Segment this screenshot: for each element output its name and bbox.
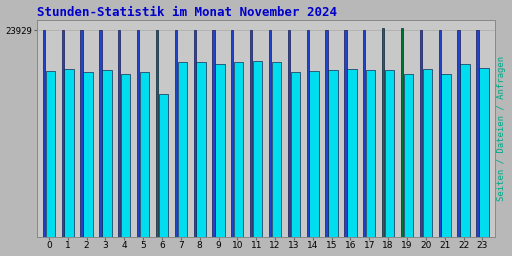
Bar: [404, 74, 413, 237]
Bar: [326, 30, 328, 237]
Bar: [345, 30, 347, 237]
Bar: [215, 64, 225, 237]
Bar: [121, 74, 131, 237]
Bar: [269, 30, 271, 237]
Bar: [42, 30, 45, 237]
Bar: [422, 69, 432, 237]
Bar: [197, 62, 206, 237]
Bar: [307, 30, 309, 237]
Bar: [401, 28, 403, 237]
Bar: [118, 30, 120, 237]
Bar: [253, 61, 262, 237]
Bar: [159, 94, 168, 237]
Bar: [137, 30, 139, 237]
Bar: [65, 69, 74, 237]
Bar: [309, 71, 319, 237]
Bar: [441, 74, 451, 237]
Bar: [140, 72, 149, 237]
Bar: [234, 62, 244, 237]
Bar: [156, 30, 158, 237]
Bar: [272, 62, 281, 237]
Bar: [479, 68, 488, 237]
Y-axis label: Seiten / Dateien / Anfragen: Seiten / Dateien / Anfragen: [498, 56, 506, 201]
Bar: [80, 30, 82, 237]
Text: Stunden-Statistik im Monat November 2024: Stunden-Statistik im Monat November 2024: [36, 6, 336, 18]
Bar: [366, 70, 375, 237]
Bar: [194, 30, 196, 237]
Bar: [460, 64, 470, 237]
Bar: [102, 70, 112, 237]
Bar: [83, 72, 93, 237]
Bar: [420, 30, 422, 237]
Bar: [99, 30, 101, 237]
Bar: [175, 30, 177, 237]
Bar: [328, 70, 338, 237]
Bar: [385, 70, 394, 237]
Bar: [347, 69, 356, 237]
Bar: [212, 30, 215, 237]
Bar: [291, 72, 300, 237]
Bar: [46, 71, 55, 237]
Bar: [250, 30, 252, 237]
Bar: [231, 30, 233, 237]
Bar: [288, 30, 290, 237]
Bar: [439, 30, 441, 237]
Bar: [178, 62, 187, 237]
Bar: [457, 30, 460, 237]
Bar: [382, 28, 385, 237]
Bar: [476, 30, 479, 237]
Bar: [61, 30, 64, 237]
Bar: [363, 30, 366, 237]
